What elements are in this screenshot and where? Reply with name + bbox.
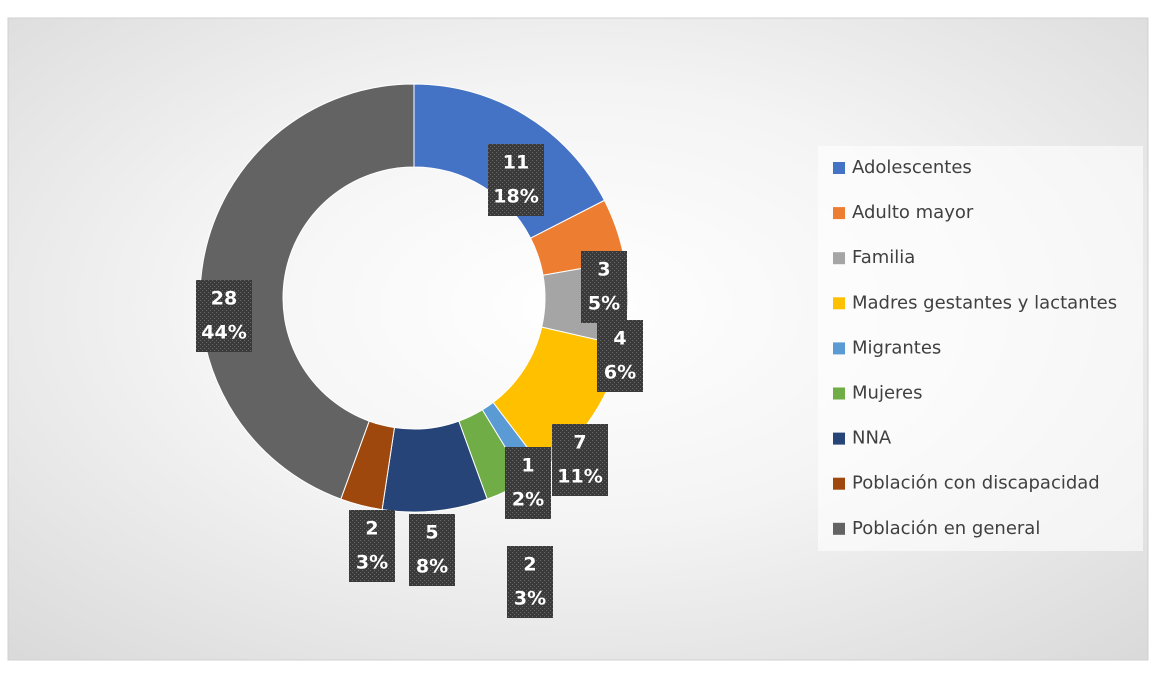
data-label-box <box>507 546 553 618</box>
data-label-percent: 44% <box>201 322 246 344</box>
data-label-percent: 2% <box>512 489 544 511</box>
data-label-percent: 5% <box>588 293 620 315</box>
data-label-percent: 3% <box>514 588 546 610</box>
data-label-value: 28 <box>211 288 237 310</box>
data-label-box <box>349 510 395 582</box>
legend-swatch <box>833 387 845 400</box>
data-label-percent: 11% <box>557 466 602 488</box>
data-label-box <box>488 144 544 216</box>
data-label-value: 2 <box>365 518 378 540</box>
data-label-box <box>552 424 608 496</box>
data-label-box <box>505 447 551 519</box>
data-label-percent: 8% <box>416 556 448 578</box>
data-label-box <box>196 280 252 352</box>
legend-label: Madres gestantes y lactantes <box>852 292 1117 313</box>
data-label-value: 3 <box>597 259 610 281</box>
legend-label: Adolescentes <box>852 157 972 178</box>
legend-swatch <box>833 432 845 445</box>
legend-swatch <box>833 297 845 310</box>
legend-label: Población con discapacidad <box>852 473 1100 494</box>
legend-label: Migrantes <box>852 337 941 358</box>
data-label-percent: 3% <box>356 552 388 574</box>
data-label-value: 4 <box>613 328 626 350</box>
data-label-box <box>581 251 627 323</box>
data-label-percent: 18% <box>493 186 538 208</box>
legend-label: Familia <box>852 247 915 268</box>
data-label-box <box>597 320 643 392</box>
legend-swatch <box>833 522 845 535</box>
legend-swatch <box>833 162 845 174</box>
data-label-value: 11 <box>503 152 529 174</box>
data-label-value: 7 <box>573 432 586 454</box>
legend-label: Mujeres <box>852 383 922 404</box>
legend-label: NNA <box>852 428 892 449</box>
legend-swatch <box>833 207 845 220</box>
legend-label: Adulto mayor <box>852 202 974 223</box>
legend-swatch <box>833 252 845 265</box>
data-label-value: 1 <box>521 455 534 477</box>
legend-label: Población en general <box>852 518 1040 539</box>
donut-slice <box>199 83 415 500</box>
legend-swatch <box>833 342 845 355</box>
data-label-percent: 6% <box>604 362 636 384</box>
data-label-box <box>409 514 455 586</box>
data-label-value: 5 <box>425 522 438 544</box>
legend-swatch <box>833 477 845 490</box>
data-label-value: 2 <box>523 554 536 576</box>
legend-box <box>818 146 1143 551</box>
